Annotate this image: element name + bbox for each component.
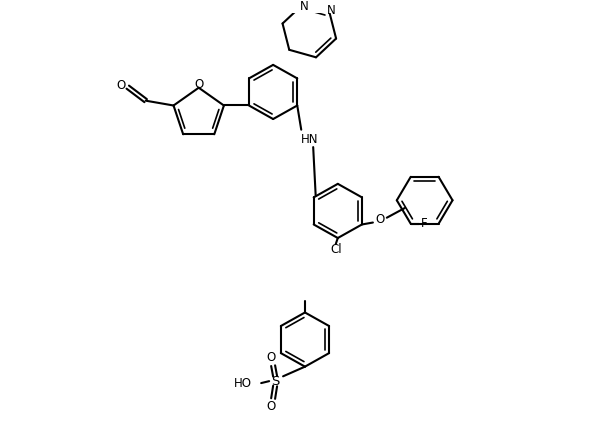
Text: S: S [271,374,279,388]
Text: Cl: Cl [330,243,341,256]
Text: HN: HN [300,133,318,146]
Text: O: O [116,79,126,92]
Text: HO: HO [234,377,252,389]
Text: O: O [267,351,276,364]
Text: O: O [376,213,385,226]
Text: O: O [267,400,276,413]
Text: N: N [327,4,335,17]
Text: O: O [194,78,203,91]
Text: N: N [300,0,309,13]
Text: F: F [422,217,428,230]
